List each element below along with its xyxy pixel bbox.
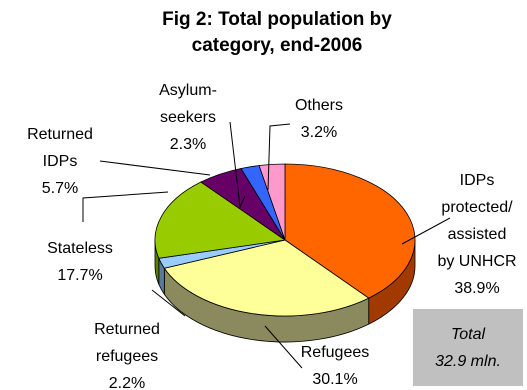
slice-label-0-3: by UNHCR [437,253,516,270]
slice-0 [284,163,416,299]
chart-title-line-1: Fig 2: Total population by [162,9,392,30]
leader-line-2 [151,289,186,317]
slice-label-0-2: assisted [448,226,507,243]
slice-label-4-0: Returned [27,126,93,143]
leader-line-5 [229,121,246,209]
slice-3 [154,181,287,259]
total-label: Total [450,325,486,343]
slice-value-4: 5.7% [42,180,78,197]
slice-label-2-1: refugees [96,348,158,365]
slice-1 [163,239,370,317]
leader-lines [82,121,451,369]
leader-line-4 [99,160,211,176]
slice-label-0-0: IDPs [460,172,495,189]
slice-value-6: 3.2% [301,124,337,141]
leader-line-1 [264,325,303,369]
slice-value-3: 17.7% [57,267,102,284]
slice-6 [258,163,286,241]
slice-labels: IDPs protected/assisted by UNHCR 38.9% Refug… [27,82,516,390]
slice-value-5: 2.3% [170,136,206,153]
pie-slices [154,163,416,317]
chart-title-line-2: category, end-2006 [192,35,363,56]
total-box: Total 32.9 mln. [413,309,523,386]
leader-line-0 [401,217,451,245]
slice-label-5-1: seekers [160,109,216,126]
slice-label-3-0: Stateless [47,240,113,257]
slice-label-5-0: Asylum- [159,82,217,99]
slice-label-2-0: Returned [94,321,160,338]
total-value: 32.9 mln. [435,352,501,370]
slice-value-2: 2.2% [109,375,145,390]
slice-label-0-1: protected/ [441,199,513,216]
slice-label-6-0: Others [295,97,343,114]
slice-label-1-0: Refugees [301,344,370,361]
slice-value-0: 38.9% [454,280,499,297]
slice-value-1: 30.1% [312,371,357,388]
leader-line-6 [267,123,291,191]
leader-line-3 [82,191,169,222]
slice-label-4-1: IDPs [43,153,78,170]
